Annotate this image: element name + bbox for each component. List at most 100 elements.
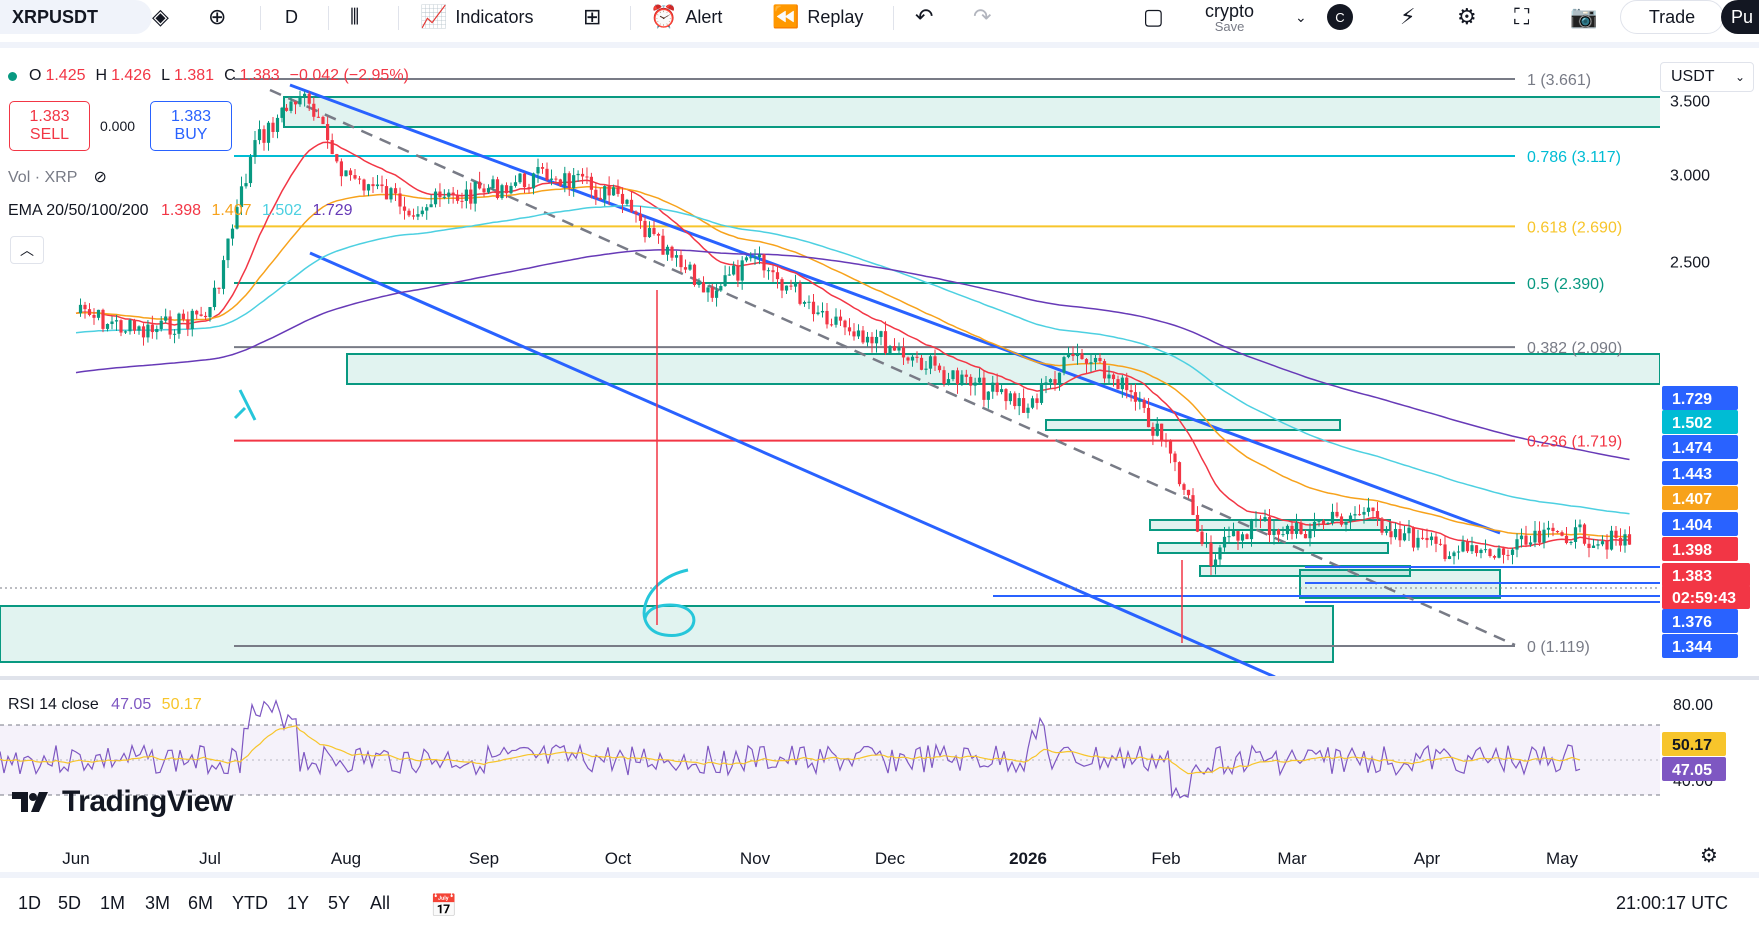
candle-body <box>1204 542 1209 545</box>
close-value: 1.383 <box>239 67 280 84</box>
buy-label: BUY <box>174 126 208 143</box>
candle-body <box>1186 489 1191 496</box>
candle-body <box>719 286 723 291</box>
candle-body <box>1276 529 1281 535</box>
timeframe-button-ytd[interactable]: YTD <box>232 893 268 913</box>
candle-body <box>1084 359 1089 364</box>
candle-body <box>1434 536 1438 544</box>
candle-body <box>558 179 562 186</box>
replay-button[interactable]: ⏪ Replay <box>772 0 863 34</box>
timeframe-button-1m[interactable]: 1M <box>100 893 126 913</box>
collapse-legend-chevron-up-icon[interactable]: ︿ <box>10 236 44 264</box>
layout-square-icon[interactable]: ▢ <box>1143 4 1164 29</box>
candles-icon[interactable]: ⫴ <box>350 4 360 29</box>
candle-body <box>643 220 647 238</box>
candle-body <box>92 314 96 318</box>
candle-body <box>366 184 371 191</box>
candle-body <box>1209 542 1213 567</box>
currency-select[interactable]: USDT ⌄ <box>1660 62 1754 92</box>
candle-body <box>477 181 482 189</box>
price-badge-bg <box>1662 609 1738 633</box>
rsi-badge-bg <box>1662 732 1726 756</box>
fib-level-label-0.5: 0.5 (2.390) <box>1527 276 1604 293</box>
volume-legend[interactable]: Vol · XRP ⊘ <box>8 167 107 187</box>
timeframe-button-3m[interactable]: 3M <box>145 893 171 913</box>
timeframe-button-6m[interactable]: 6M <box>188 893 214 913</box>
candle-body <box>455 195 460 201</box>
sell-button[interactable]: 1.383 SELL <box>9 101 90 151</box>
chart-settings-icon[interactable]: ⚙ <box>1700 845 1718 867</box>
price-chart[interactable]: 1 (3.661) 0.786 (3.117) 0.618 (2.690) 0.5 (… <box>0 0 1759 880</box>
symbol-search[interactable]: XRPUSDT <box>0 0 152 34</box>
layout-name-button[interactable]: crypto Save <box>1205 0 1254 34</box>
candle-body <box>217 287 221 289</box>
candle-body <box>1120 377 1124 390</box>
utc-clock[interactable]: 21:00:17 UTC <box>1616 893 1729 913</box>
toolbar-divider <box>893 6 894 30</box>
templates-grid-icon[interactable]: ⊞ <box>583 4 602 29</box>
candle-body <box>991 382 995 392</box>
price-badge-1.474: 1.474 <box>1662 435 1738 459</box>
timeframe-button-5d[interactable]: 5D <box>58 893 82 913</box>
candle-body <box>141 326 146 338</box>
timeframe-button-1d[interactable]: 1D <box>18 893 42 913</box>
avatar[interactable]: C <box>1327 4 1353 30</box>
ema100-line <box>75 205 1630 515</box>
candle-body <box>1213 559 1218 567</box>
candle-body <box>1353 514 1357 516</box>
add-symbol-icon[interactable]: ⊕ <box>208 4 227 29</box>
layout-chevron-down-icon[interactable]: ⌄ <box>1295 8 1307 25</box>
redo-icon[interactable]: ↷ <box>973 4 992 29</box>
candle-body <box>563 173 567 186</box>
interval-button[interactable]: D <box>285 0 298 34</box>
price-badge-1.502: 1.502 <box>1662 410 1738 434</box>
price-tick-label: 3.500 <box>1670 94 1710 111</box>
ema50-line <box>75 185 1630 538</box>
quick-search-icon[interactable]: ⚡ <box>1400 4 1416 29</box>
eye-hidden-icon[interactable]: ⊘ <box>93 169 107 186</box>
candle-body <box>1017 398 1021 407</box>
time-tick-label-Mar: Mar <box>1277 849 1307 868</box>
candle-body <box>1483 549 1488 551</box>
buy-button[interactable]: 1.383 BUY <box>150 101 232 151</box>
timeframe-button-all[interactable]: All <box>370 893 391 913</box>
timeframe-button-5y[interactable]: 5Y <box>328 893 351 913</box>
candle-body <box>1470 545 1474 552</box>
candle-body <box>798 283 802 304</box>
market-open-dot <box>8 71 17 81</box>
publish-button[interactable]: Pu <box>1721 0 1759 34</box>
candle-body <box>802 301 807 304</box>
ema50-value: 1.407 <box>211 202 252 219</box>
settings-gear-icon[interactable]: ⚙ <box>1457 4 1477 29</box>
rsi-legend[interactable]: RSI 14 close 47.05 50.17 <box>8 696 202 714</box>
rsi-value: 47.05 <box>111 696 152 713</box>
candle-body <box>714 290 719 298</box>
camera-icon[interactable]: 📷 <box>1570 4 1598 29</box>
candle-body <box>1133 392 1138 402</box>
price-badge-text: 1.398 <box>1672 542 1712 559</box>
candle-body <box>504 185 509 194</box>
candle-body <box>398 193 402 207</box>
fullscreen-icon[interactable]: ⛶ <box>1514 4 1530 29</box>
candle-body <box>1146 407 1151 428</box>
timeframe-button-1y[interactable]: 1Y <box>287 893 310 913</box>
undo-icon[interactable]: ↶ <box>915 4 934 29</box>
candle-body <box>312 103 316 117</box>
alert-button[interactable]: ⏰ Alert <box>650 0 722 34</box>
candle-body <box>580 173 585 177</box>
ema-legend[interactable]: EMA 20/50/100/200 1.398 1.407 1.502 1.72… <box>8 202 353 220</box>
candle-body <box>1510 549 1515 555</box>
price-badge-1.407: 1.407 <box>1662 486 1738 510</box>
candle-body <box>634 211 638 215</box>
time-tick-label-Feb: Feb <box>1151 849 1180 868</box>
candle-body <box>652 228 656 234</box>
indicators-button[interactable]: 📈 Indicators <box>420 0 533 34</box>
price-badge-bg <box>1662 410 1738 434</box>
date-range-calendar-icon[interactable]: 📅 <box>430 893 458 918</box>
candle-body <box>665 246 670 255</box>
candle-body <box>647 228 652 238</box>
candle-body <box>1258 518 1263 520</box>
compare-diamond-icon[interactable]: ◈ <box>152 4 169 29</box>
candle-body <box>438 191 442 198</box>
candle-body <box>1560 532 1564 536</box>
